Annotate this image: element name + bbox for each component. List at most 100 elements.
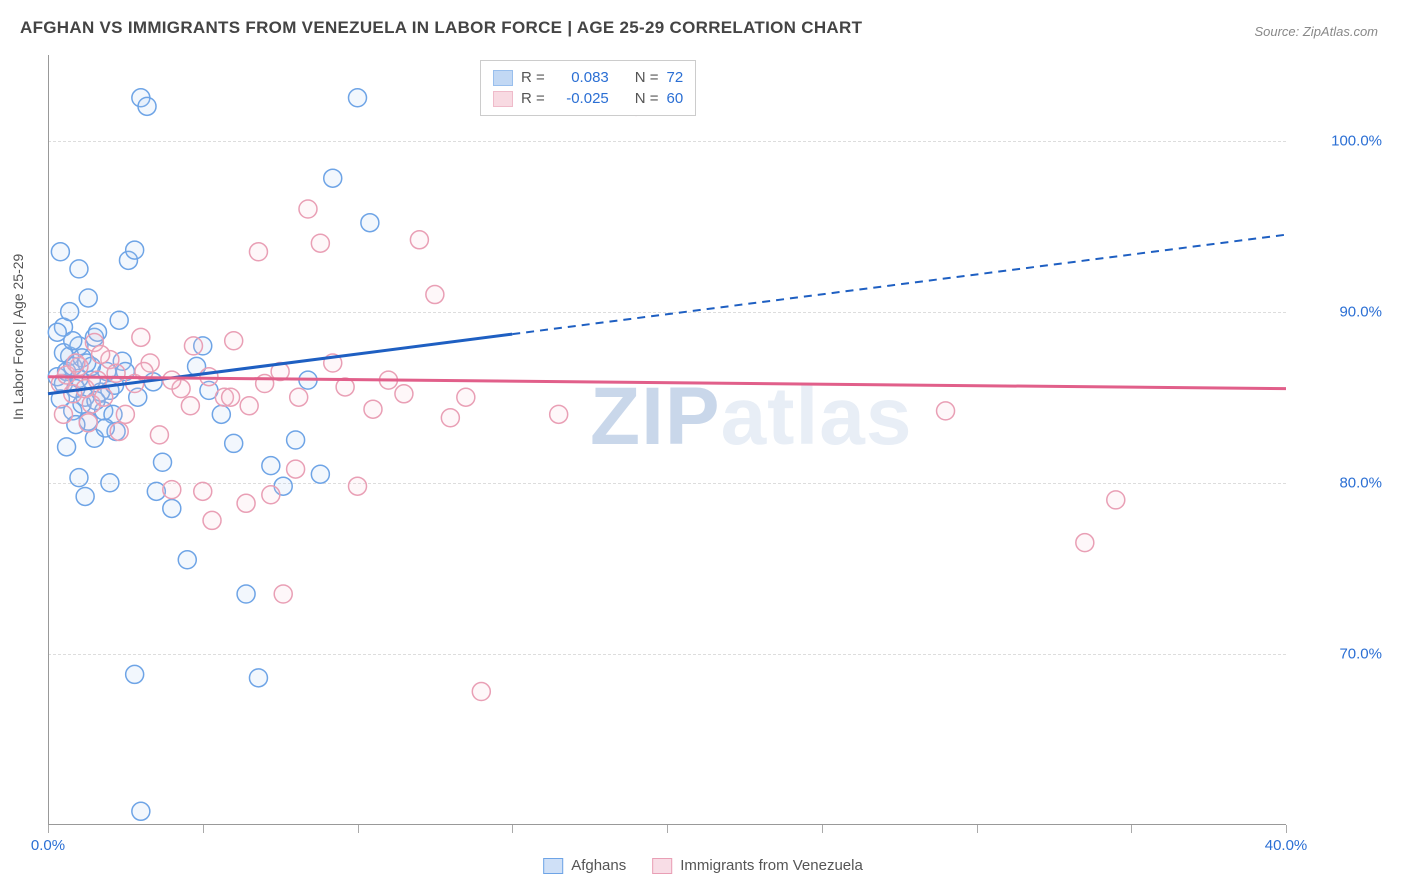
data-point — [349, 477, 367, 495]
series-legend: Afghans Immigrants from Venezuela — [543, 857, 863, 874]
data-point — [237, 494, 255, 512]
x-tick-mark — [822, 825, 823, 833]
correlation-legend-row: R = 0.083 N = 72 — [493, 67, 683, 88]
data-point — [550, 405, 568, 423]
data-point — [92, 345, 110, 363]
data-point — [70, 260, 88, 278]
data-point — [150, 426, 168, 444]
data-point — [1107, 491, 1125, 509]
trend-line-dashed — [512, 235, 1286, 334]
series-legend-item: Afghans — [543, 857, 626, 874]
data-point — [181, 397, 199, 415]
r-value: 0.083 — [553, 69, 609, 86]
series-legend-item: Immigrants from Venezuela — [652, 857, 863, 874]
n-label: N = — [635, 69, 659, 86]
data-point — [95, 388, 113, 406]
chart-container: AFGHAN VS IMMIGRANTS FROM VENEZUELA IN L… — [0, 0, 1406, 892]
x-tick-mark — [48, 825, 49, 833]
r-label: R = — [521, 90, 545, 107]
data-point — [472, 683, 490, 701]
data-point — [249, 669, 267, 687]
data-point — [132, 802, 150, 820]
data-point — [937, 402, 955, 420]
data-point — [178, 551, 196, 569]
data-point — [126, 241, 144, 259]
data-point — [212, 405, 230, 423]
data-point — [361, 214, 379, 232]
data-point — [110, 311, 128, 329]
data-point — [225, 332, 243, 350]
r-label: R = — [521, 69, 545, 86]
x-tick-mark — [667, 825, 668, 833]
data-point — [110, 422, 128, 440]
n-label: N = — [635, 90, 659, 107]
y-axis-label: In Labor Force | Age 25-29 — [10, 254, 26, 420]
chart-title: AFGHAN VS IMMIGRANTS FROM VENEZUELA IN L… — [20, 18, 862, 38]
x-tick-label: 40.0% — [1265, 837, 1308, 854]
data-point — [79, 289, 97, 307]
data-point — [203, 511, 221, 529]
data-point — [287, 431, 305, 449]
x-tick-mark — [512, 825, 513, 833]
n-value: 60 — [667, 90, 684, 107]
data-point — [51, 243, 69, 261]
y-tick-label: 80.0% — [1339, 474, 1382, 491]
data-point — [132, 328, 150, 346]
data-point — [262, 457, 280, 475]
data-point — [154, 453, 172, 471]
data-point — [126, 665, 144, 683]
correlation-legend-row: R = -0.025 N = 60 — [493, 88, 683, 109]
legend-swatch — [652, 858, 672, 874]
data-point — [287, 460, 305, 478]
data-point — [194, 482, 212, 500]
data-point — [184, 337, 202, 355]
data-point — [116, 405, 134, 423]
legend-swatch — [543, 858, 563, 874]
data-point — [61, 303, 79, 321]
x-tick-mark — [358, 825, 359, 833]
data-point — [262, 486, 280, 504]
data-point — [76, 487, 94, 505]
x-tick-mark — [203, 825, 204, 833]
legend-swatch — [493, 70, 513, 86]
correlation-legend: R = 0.083 N = 72 R = -0.025 N = 60 — [480, 60, 696, 116]
data-point — [457, 388, 475, 406]
y-tick-label: 100.0% — [1331, 132, 1382, 149]
data-point — [240, 397, 258, 415]
trend-line-solid — [48, 377, 1286, 389]
data-point — [163, 499, 181, 517]
data-point — [324, 169, 342, 187]
data-point — [395, 385, 413, 403]
data-point — [222, 388, 240, 406]
data-point — [364, 400, 382, 418]
data-point — [1076, 534, 1094, 552]
data-point — [349, 89, 367, 107]
source-attribution: Source: ZipAtlas.com — [1254, 24, 1378, 39]
data-point — [138, 97, 156, 115]
x-tick-mark — [1131, 825, 1132, 833]
data-point — [410, 231, 428, 249]
data-point — [290, 388, 308, 406]
data-point — [274, 585, 292, 603]
x-tick-label: 0.0% — [31, 837, 65, 854]
n-value: 72 — [667, 69, 684, 86]
data-point — [107, 364, 125, 382]
series-legend-label: Immigrants from Venezuela — [680, 857, 863, 874]
data-point — [311, 234, 329, 252]
y-tick-label: 90.0% — [1339, 303, 1382, 320]
data-point — [299, 200, 317, 218]
data-point — [225, 434, 243, 452]
data-point — [58, 438, 76, 456]
data-point — [79, 414, 97, 432]
data-point — [54, 405, 72, 423]
data-point — [163, 481, 181, 499]
data-point — [64, 332, 82, 350]
data-point — [237, 585, 255, 603]
r-value: -0.025 — [553, 90, 609, 107]
x-tick-mark — [1286, 825, 1287, 833]
data-point — [249, 243, 267, 261]
y-tick-label: 70.0% — [1339, 645, 1382, 662]
legend-swatch — [493, 91, 513, 107]
data-point — [70, 469, 88, 487]
data-point — [67, 354, 85, 372]
